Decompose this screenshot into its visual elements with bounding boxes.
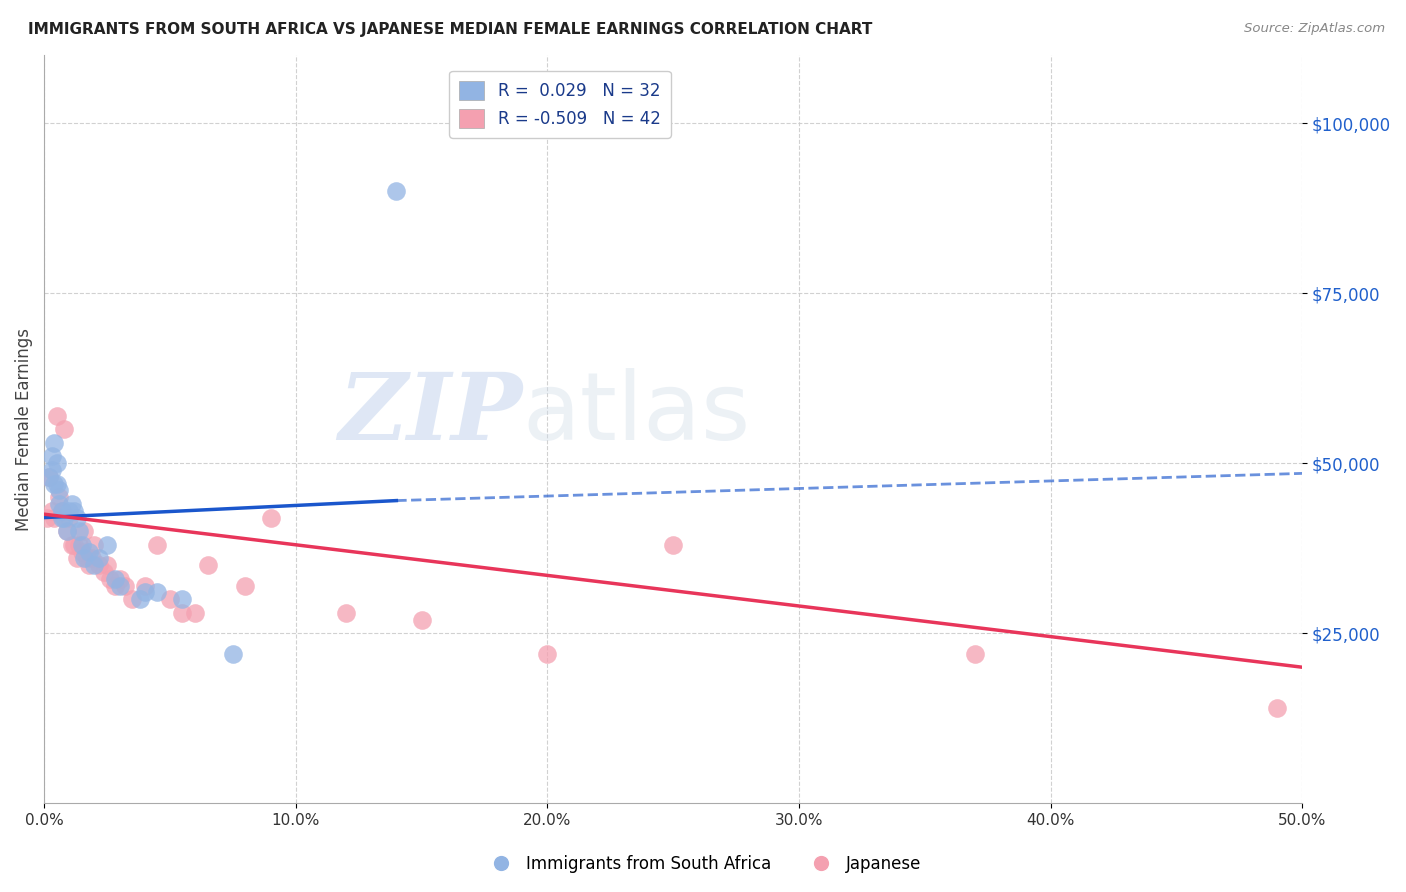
Point <box>51 504 73 518</box>
Point <box>159 592 181 607</box>
Point <box>89 551 111 566</box>
Point <box>67 538 90 552</box>
Point <box>73 551 96 566</box>
Point <box>66 551 89 566</box>
Point <box>58 504 80 518</box>
Text: IMMIGRANTS FROM SOUTH AFRICA VS JAPANESE MEDIAN FEMALE EARNINGS CORRELATION CHAR: IMMIGRANTS FROM SOUTH AFRICA VS JAPANESE… <box>28 22 873 37</box>
Point <box>63 538 86 552</box>
Point <box>58 510 80 524</box>
Point <box>1265 701 1288 715</box>
Point <box>48 497 70 511</box>
Point <box>184 606 207 620</box>
Point <box>67 524 90 539</box>
Point <box>45 476 67 491</box>
Point <box>41 450 63 464</box>
Point <box>44 435 66 450</box>
Point <box>63 504 86 518</box>
Point <box>411 613 433 627</box>
Point <box>45 456 67 470</box>
Text: atlas: atlas <box>522 368 751 460</box>
Point <box>197 558 219 573</box>
Point <box>76 551 98 566</box>
Point <box>93 565 115 579</box>
Point <box>536 647 558 661</box>
Point <box>98 572 121 586</box>
Point <box>108 578 131 592</box>
Point <box>103 572 125 586</box>
Y-axis label: Median Female Earnings: Median Female Earnings <box>15 327 32 531</box>
Point <box>60 538 83 552</box>
Point <box>73 524 96 539</box>
Point <box>55 524 77 539</box>
Point <box>66 510 89 524</box>
Point <box>121 592 143 607</box>
Point <box>83 558 105 573</box>
Point <box>51 510 73 524</box>
Point <box>662 538 685 552</box>
Point <box>48 490 70 504</box>
Point <box>38 470 60 484</box>
Point <box>259 510 281 524</box>
Legend: R =  0.029   N = 32, R = -0.509   N = 42: R = 0.029 N = 32, R = -0.509 N = 42 <box>450 71 671 137</box>
Point <box>70 544 93 558</box>
Point <box>55 524 77 539</box>
Point <box>108 572 131 586</box>
Point <box>96 558 118 573</box>
Legend: Immigrants from South Africa, Japanese: Immigrants from South Africa, Japanese <box>478 848 928 880</box>
Point <box>70 538 93 552</box>
Point <box>44 476 66 491</box>
Point <box>45 409 67 423</box>
Point <box>53 510 76 524</box>
Point <box>44 510 66 524</box>
Point <box>80 551 103 566</box>
Point <box>79 558 101 573</box>
Point <box>83 538 105 552</box>
Point <box>235 578 257 592</box>
Point <box>385 184 408 198</box>
Point <box>60 497 83 511</box>
Point <box>134 578 156 592</box>
Point <box>114 578 136 592</box>
Point <box>79 544 101 558</box>
Point <box>335 606 357 620</box>
Point <box>965 647 987 661</box>
Point <box>35 510 58 524</box>
Point <box>41 463 63 477</box>
Point <box>51 504 73 518</box>
Point <box>128 592 150 607</box>
Point <box>172 592 194 607</box>
Point <box>53 422 76 436</box>
Point <box>41 504 63 518</box>
Point <box>48 483 70 498</box>
Text: ZIP: ZIP <box>337 369 522 459</box>
Point <box>96 538 118 552</box>
Point <box>146 585 169 599</box>
Point <box>89 558 111 573</box>
Point <box>222 647 245 661</box>
Point <box>38 470 60 484</box>
Point <box>103 578 125 592</box>
Point <box>146 538 169 552</box>
Point <box>134 585 156 599</box>
Point <box>172 606 194 620</box>
Text: Source: ZipAtlas.com: Source: ZipAtlas.com <box>1244 22 1385 36</box>
